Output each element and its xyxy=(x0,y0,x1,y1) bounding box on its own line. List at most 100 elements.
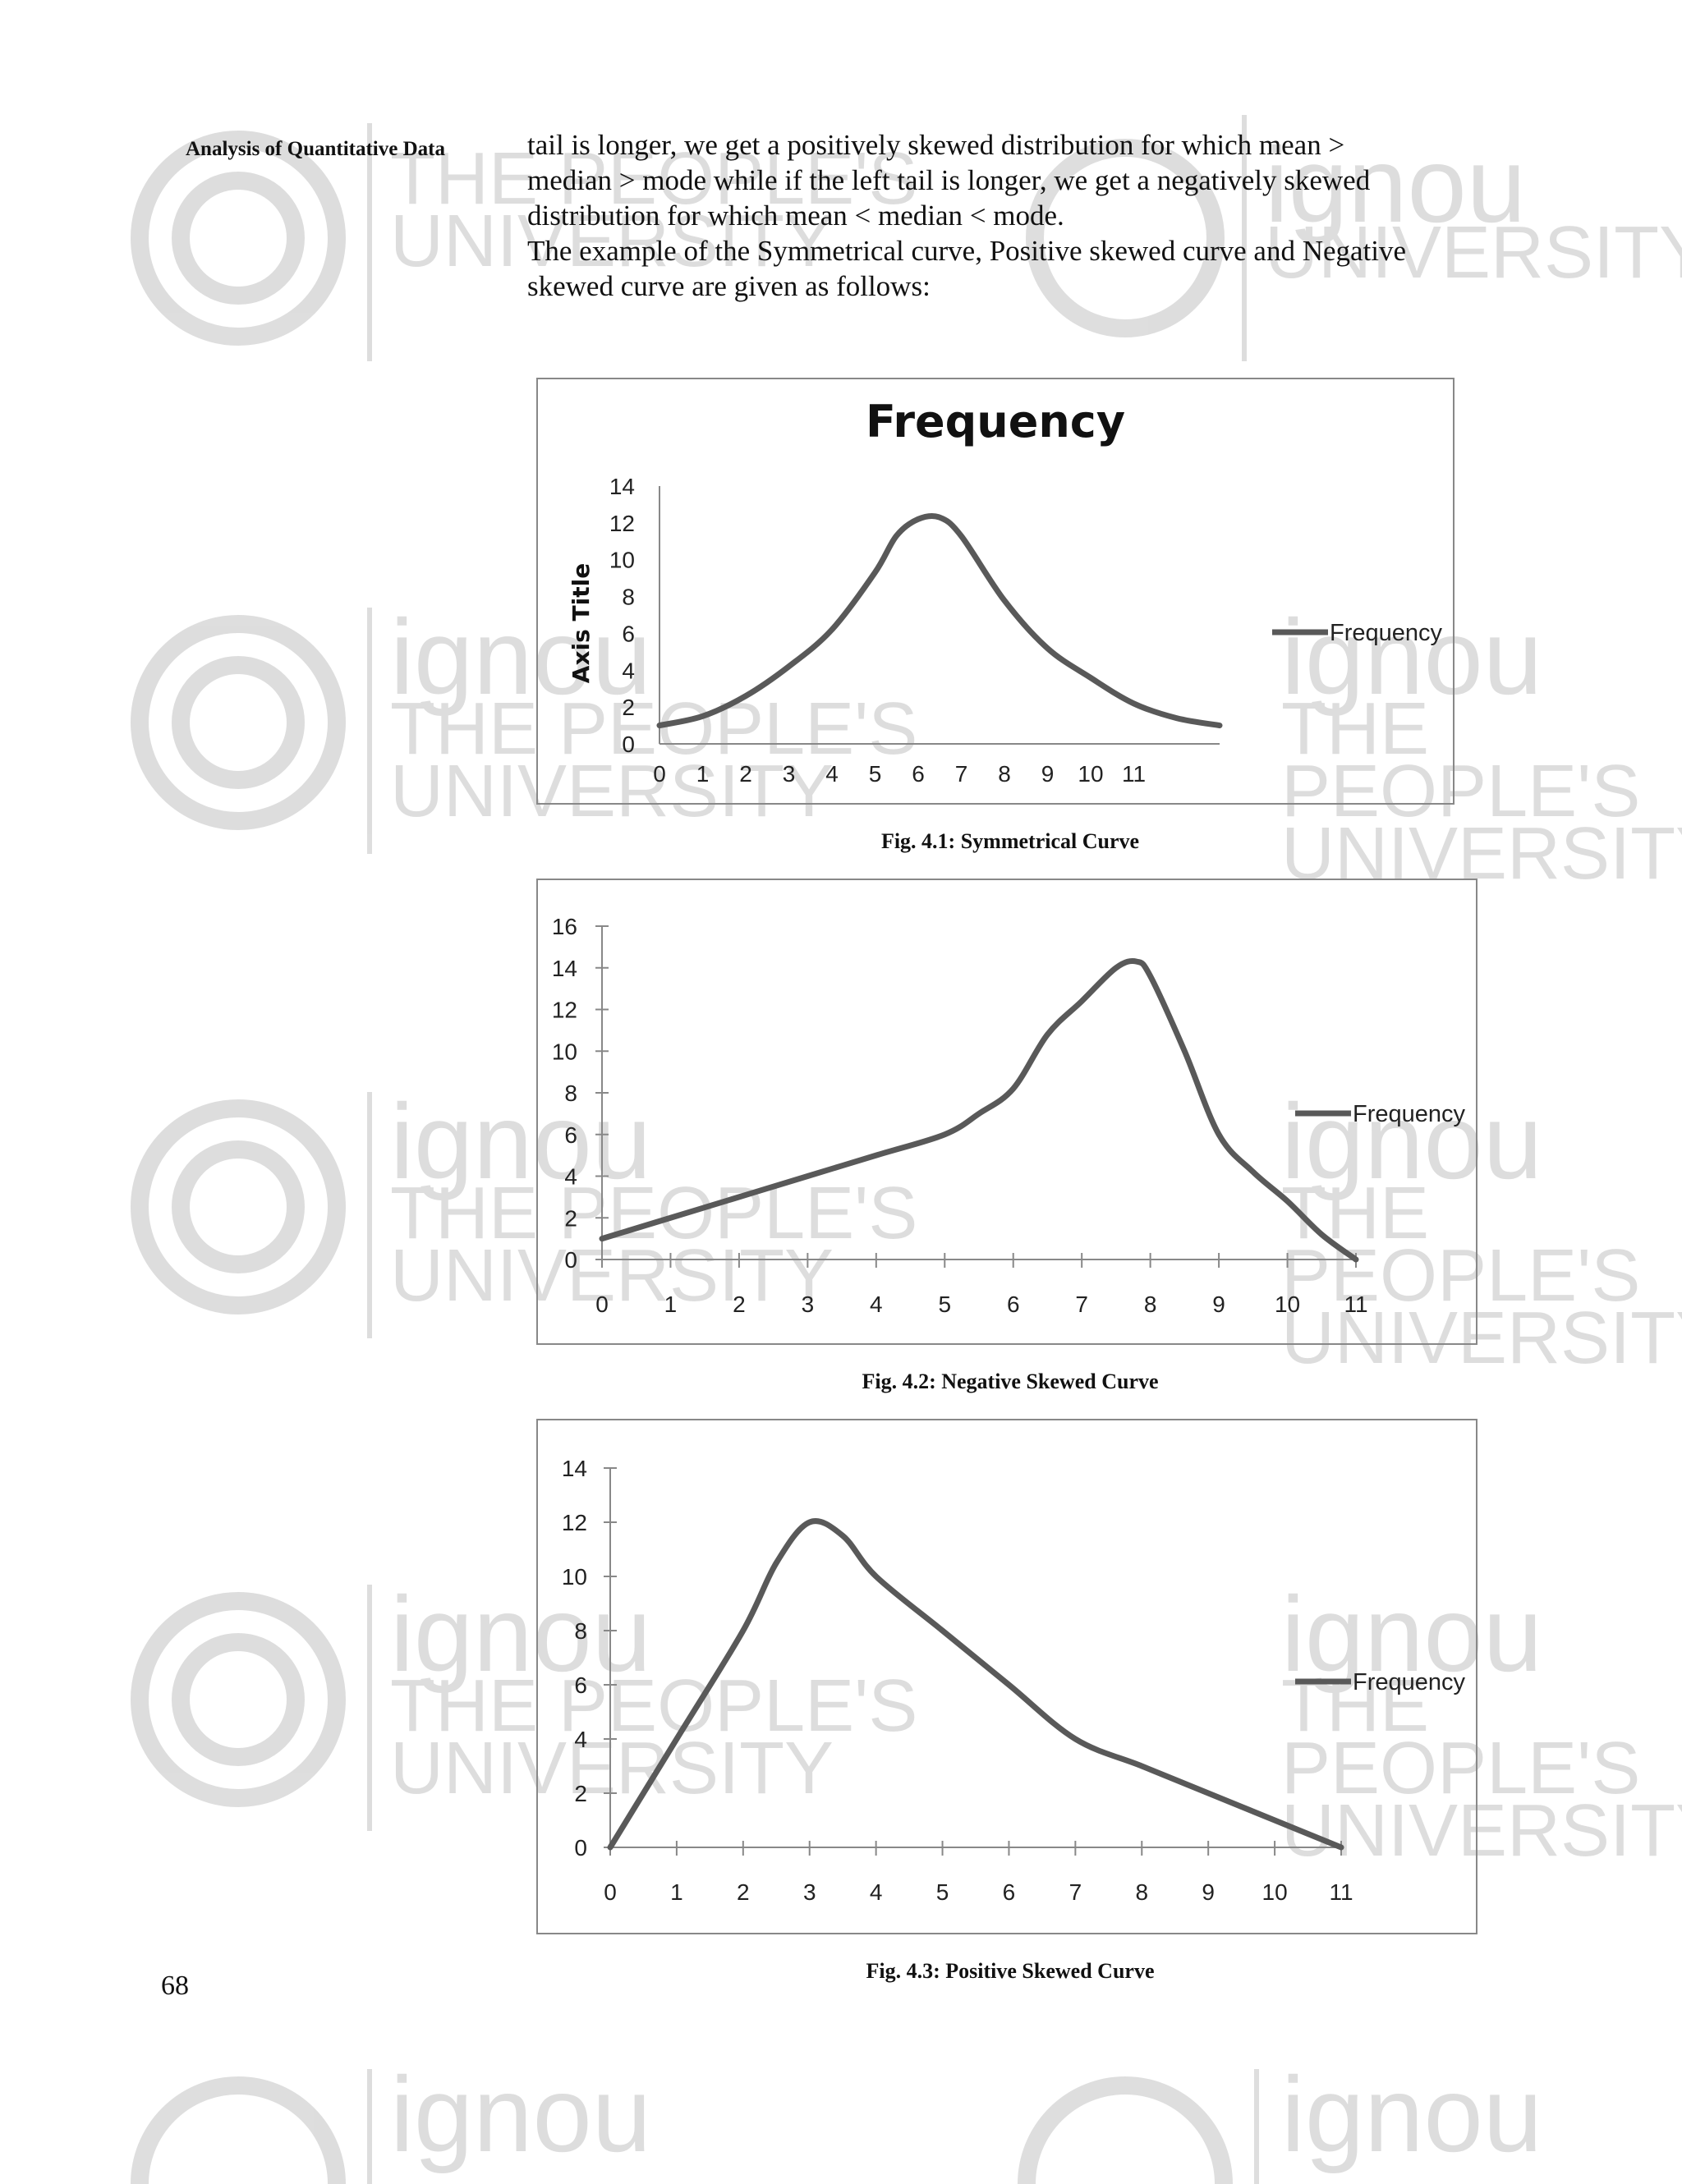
legend-label: Frequency xyxy=(1330,620,1443,646)
y-tick-label: 4 xyxy=(574,1727,587,1752)
watermark-logo-icon xyxy=(131,2069,372,2184)
body-line: median > mode while if the left tail is … xyxy=(527,164,1371,196)
chart-negative-skewed: 0 2 4 6 8 10 12 14 16 0 1 2 3 4 5 6 7 8 9 10 11 Frequency xyxy=(536,879,1477,1345)
y-tick-label: 8 xyxy=(574,1618,587,1644)
y-tick-label: 4 xyxy=(564,1164,577,1190)
body-line: tail is longer, we get a positively skew… xyxy=(527,129,1345,161)
x-tick-label: 7 xyxy=(1069,1879,1082,1905)
watermark-mid-left-2 xyxy=(123,1092,452,1338)
y-tick-label: 14 xyxy=(609,474,635,499)
y-tick-label: 12 xyxy=(609,511,635,536)
legend-label: Frequency xyxy=(1353,1669,1466,1695)
x-tick-label: 3 xyxy=(803,1879,816,1905)
x-tick-label: 6 xyxy=(1007,1292,1020,1317)
x-tick-label: 10 xyxy=(1275,1292,1300,1317)
x-tick-label: 10 xyxy=(1078,761,1103,787)
x-tick-label: 2 xyxy=(733,1292,746,1317)
series-line-frequency xyxy=(599,957,1359,1263)
x-tick-label: 7 xyxy=(1075,1292,1088,1317)
body-paragraph: tail is longer, we get a positively skew… xyxy=(527,127,1472,304)
y-tick-label: 12 xyxy=(552,998,577,1023)
y-tick-label: 14 xyxy=(562,1456,587,1481)
y-tick-label: 8 xyxy=(622,585,635,610)
watermark-brand: ignou xyxy=(390,2054,652,2174)
y-tick-label: 0 xyxy=(574,1835,587,1861)
page-number: 68 xyxy=(161,1971,189,2001)
y-tick-label: 16 xyxy=(552,914,577,939)
fig3-caption: Fig. 4.3: Positive Skewed Curve xyxy=(866,1959,1155,1983)
x-tick-label: 0 xyxy=(595,1292,609,1317)
chart-symmetrical: 0 2 4 6 8 10 12 14 0 1 2 3 4 5 6 7 8 9 10 11 Frequency Axis T… xyxy=(536,378,1455,805)
y-tick-label: 0 xyxy=(622,732,635,757)
x-tick-label: 11 xyxy=(1329,1879,1353,1905)
watermark-bottom-right xyxy=(1010,2069,1339,2184)
y-tick-label: 10 xyxy=(609,548,635,573)
watermark-mid-left-3 xyxy=(123,1585,452,1831)
y-tick-label: 0 xyxy=(564,1247,577,1273)
watermark-logo-icon xyxy=(131,608,372,854)
x-tick-label: 5 xyxy=(936,1879,949,1905)
x-tick-label: 5 xyxy=(869,761,882,787)
series-line-frequency xyxy=(607,1518,1344,1851)
watermark-logo-icon xyxy=(131,1092,372,1338)
x-tick-label: 6 xyxy=(912,761,925,787)
x-tick-label: 0 xyxy=(653,761,666,787)
x-tick-label: 6 xyxy=(1003,1879,1016,1905)
x-tick-label: 11 xyxy=(1122,761,1146,787)
x-tick-label: 7 xyxy=(955,761,968,787)
fig1-caption: Fig. 4.1: Symmetrical Curve xyxy=(880,829,1140,853)
y-tick-label: 2 xyxy=(564,1205,577,1231)
y-tick-label: 6 xyxy=(564,1122,577,1148)
y-tick-label: 4 xyxy=(622,658,635,683)
x-tick-label: 1 xyxy=(696,761,710,787)
body-line: The example of the Symmetrical curve, Po… xyxy=(527,235,1407,267)
y-tick-label: 6 xyxy=(574,1672,587,1698)
x-tick-label: 4 xyxy=(825,761,839,787)
x-tick-label: 9 xyxy=(1212,1292,1225,1317)
y-tick-label: 14 xyxy=(552,956,577,981)
x-tick-label: 9 xyxy=(1202,1879,1215,1905)
watermark-text-bottom-left: ignou xyxy=(390,2053,651,2176)
x-tick-label: 2 xyxy=(739,761,752,787)
x-tick-label: 3 xyxy=(802,1292,815,1317)
x-tick-label: 11 xyxy=(1344,1292,1367,1317)
y-tick-label: 10 xyxy=(562,1564,587,1590)
series-line-frequency xyxy=(656,512,1223,729)
y-axis-title: Axis Title xyxy=(568,563,595,683)
x-tick-label: 9 xyxy=(1041,761,1055,787)
y-tick-label: 6 xyxy=(622,621,635,646)
watermark-logo-icon xyxy=(1018,2069,1259,2184)
y-tick-label: 2 xyxy=(622,695,635,720)
watermark-brand: ignou xyxy=(1281,2054,1543,2174)
fig2-caption: Fig. 4.2: Negative Skewed Curve xyxy=(862,1370,1159,1393)
legend-label: Frequency xyxy=(1353,1101,1466,1127)
x-tick-label: 0 xyxy=(604,1879,617,1905)
x-tick-label: 3 xyxy=(783,761,796,787)
x-tick-label: 1 xyxy=(670,1879,683,1905)
x-tick-label: 4 xyxy=(870,1879,883,1905)
y-tick-label: 10 xyxy=(552,1039,577,1064)
x-tick-label: 8 xyxy=(998,761,1011,787)
x-tick-label: 2 xyxy=(737,1879,750,1905)
watermark-mid-left-1 xyxy=(123,608,452,854)
y-tick-label: 2 xyxy=(574,1781,587,1806)
watermark-text-bottom-right: ignou xyxy=(1281,2053,1542,2176)
watermark-logo-icon xyxy=(131,1585,372,1831)
chart-positive-skewed: 0 2 4 6 8 10 12 14 0 1 2 3 4 5 6 7 8 9 10 11 Frequency xyxy=(536,1419,1477,1934)
x-tick-label: 10 xyxy=(1262,1879,1288,1905)
chart-title: Frequency xyxy=(866,396,1125,447)
y-tick-label: 8 xyxy=(564,1081,577,1106)
section-title: Analysis of Quantitative Data xyxy=(186,138,445,160)
body-line: distribution for which mean < median < m… xyxy=(527,200,1064,232)
x-tick-label: 4 xyxy=(870,1292,883,1317)
x-tick-label: 5 xyxy=(938,1292,951,1317)
body-line: skewed curve are given as follows: xyxy=(527,270,931,302)
x-tick-label: 1 xyxy=(664,1292,678,1317)
y-tick-label: 12 xyxy=(562,1510,587,1535)
watermark-line2: UNIVERSITY xyxy=(1281,813,1682,895)
x-tick-label: 8 xyxy=(1135,1879,1148,1905)
watermark-bottom-left xyxy=(123,2069,452,2184)
